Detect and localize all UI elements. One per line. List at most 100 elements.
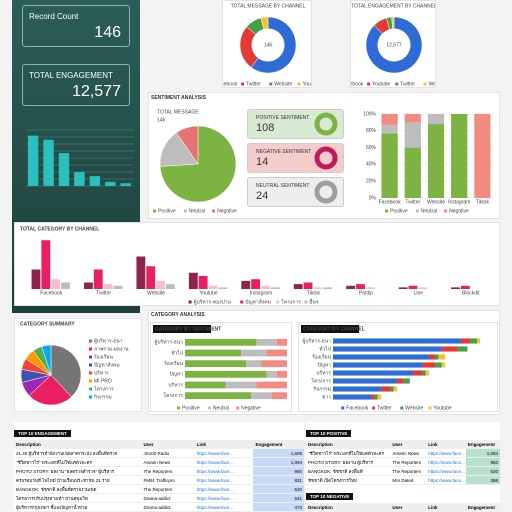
legend-swatch bbox=[304, 300, 308, 304]
chart: TOTAL MESSAGE 146 Positive Neutral Negative bbox=[153, 109, 237, 214]
bar bbox=[313, 287, 323, 289]
bar-segment bbox=[403, 378, 410, 384]
legend-swatch bbox=[183, 209, 187, 213]
chart-title: CATEGORY BY CHANNEL bbox=[303, 326, 365, 332]
chart-title: TOTAL ENGAGEMENT BY CHANNEL bbox=[351, 3, 436, 9]
table-cell: Amarin News bbox=[141, 457, 195, 467]
x-tick-label: ไทยธรรม bbox=[112, 187, 129, 204]
bar-segment bbox=[381, 124, 398, 134]
card-ring bbox=[314, 112, 338, 136]
legend-swatch bbox=[415, 209, 419, 213]
bar bbox=[346, 285, 356, 289]
bar-segment bbox=[404, 147, 421, 198]
table-row: "ชีวิตชาวไร่" พระเอกที่ไม่ใช่แค่ตัวละคร A… bbox=[14, 457, 304, 467]
bar-segment bbox=[271, 392, 287, 400]
section-title: CATEGORY ANALYSIS bbox=[151, 312, 205, 318]
table-cell: https://www.face... bbox=[426, 466, 466, 476]
bar-segment bbox=[425, 370, 429, 376]
card-ring bbox=[314, 180, 338, 204]
table-cell: "ชีวิตชาวไร่" พระเอกที่ไม่ใช่แค่ตัวละคร bbox=[14, 457, 142, 467]
bar-segment bbox=[185, 360, 247, 368]
bar bbox=[261, 285, 270, 289]
table-cell: https://www.face... bbox=[194, 457, 254, 467]
pie-slice bbox=[365, 16, 423, 74]
table-cell: https://www.face... bbox=[194, 502, 254, 512]
bar-segment bbox=[261, 360, 287, 368]
legend-swatch bbox=[385, 209, 389, 213]
bar bbox=[398, 287, 408, 289]
y-tick-label: 60% bbox=[366, 145, 377, 151]
legend-swatch bbox=[444, 209, 448, 213]
legend-swatch bbox=[212, 209, 216, 213]
y-tick-label: 40 bbox=[18, 155, 24, 161]
chart-title: TOTAL MESSAGE BY CHANNEL bbox=[231, 3, 306, 9]
table-cell: Drama-addict bbox=[141, 493, 195, 503]
x-tick-label: Instagram bbox=[250, 290, 272, 296]
legend-swatch bbox=[89, 355, 92, 359]
table-cell: JS100 Radio bbox=[141, 448, 195, 458]
chart: TOTAL ENGAGEMENT BY CHANNEL 12,577 Faceboo… bbox=[350, 0, 436, 88]
bar-segment bbox=[333, 346, 442, 352]
table-title: TOP 10 POSITIVE bbox=[306, 430, 352, 437]
header-cell: User bbox=[390, 503, 427, 512]
bar-segment bbox=[457, 346, 468, 352]
table-cell: ครบรอบวันที่ ไฟไหม้ บ้านเรือนประชาชน 21 … bbox=[14, 475, 142, 485]
y-tick-label: 60 bbox=[18, 141, 24, 147]
table-cell: https://www.face... bbox=[426, 448, 466, 458]
table-cell: 1,094 bbox=[253, 457, 304, 467]
bar bbox=[41, 240, 51, 289]
y-tick-label: 100% bbox=[363, 111, 376, 117]
bar bbox=[31, 269, 41, 289]
bar bbox=[208, 285, 218, 289]
legend-label: อื่นๆ bbox=[309, 298, 318, 305]
x-tick-label: Facebook bbox=[379, 199, 401, 205]
bar-segment bbox=[256, 381, 287, 389]
legend-swatch bbox=[153, 209, 157, 213]
y-tick-label: 70 bbox=[18, 134, 24, 140]
table-cell: 541 bbox=[253, 493, 304, 503]
y-tick-label: 80% bbox=[366, 128, 377, 134]
chart: CATEGORY BY SENTIMENT ผู้บริหาร-ธนาทั่วไป… bbox=[150, 322, 292, 412]
table-row: โครงการปรับปรุงทางเท้า ย่านสุขุมวิท Drama… bbox=[14, 493, 304, 503]
legend-swatch bbox=[89, 339, 92, 343]
y-tick-label: 50 bbox=[18, 148, 24, 154]
legend-label: Negative bbox=[449, 208, 469, 214]
legend-label: Facebook bbox=[350, 81, 364, 87]
y-tick-label: 40% bbox=[366, 162, 377, 168]
bar-segment bbox=[474, 114, 491, 198]
header-row: Description User Link Engagement bbox=[306, 440, 500, 449]
kpi-label: TOTAL ENGAGEMENT bbox=[29, 71, 113, 80]
sentiment-label: NEUTRAL SENTIMENT bbox=[256, 183, 310, 189]
bar-segment bbox=[333, 338, 461, 344]
chart: CATEGORY BY CHANNEL ผู้บริหาร-ธนาทั่วไปร้… bbox=[298, 322, 498, 412]
center-value: 12,577 bbox=[386, 42, 402, 48]
bar-segment bbox=[477, 338, 481, 344]
legend-label: Website bbox=[429, 81, 437, 87]
y-tick-label: 20% bbox=[366, 179, 377, 185]
bar-segment bbox=[397, 378, 404, 384]
bar-segment bbox=[435, 354, 439, 360]
bar bbox=[218, 287, 228, 289]
bar-segment bbox=[461, 338, 471, 344]
x-tick-label: Website bbox=[147, 290, 165, 296]
bar-segment bbox=[256, 338, 277, 346]
table-cell: https://www.face... bbox=[426, 457, 466, 467]
table-cell: 1,094 bbox=[465, 448, 500, 458]
header-cell: Description bbox=[306, 440, 391, 449]
sentiment-value: 14 bbox=[256, 156, 269, 168]
y-tick-label: ผู้บริหาร-ธนา bbox=[302, 337, 331, 344]
legend-swatch bbox=[367, 82, 371, 86]
header-row: Description User Link Engagement bbox=[306, 503, 500, 512]
table-row: ชัชชาติ เปิดโครงการใหม่ Mor Dated https://… bbox=[306, 475, 500, 485]
legend-label: Neutral bbox=[189, 208, 205, 214]
table-cell: BANGKOK: ชัชชาติ ลงพื้นที่ตรวจงานเขต bbox=[14, 484, 142, 494]
x-tick-label: Tiktok bbox=[307, 290, 321, 296]
sentiment-label: POSITIVE SENTIMENT bbox=[256, 115, 310, 121]
card-icon bbox=[314, 180, 338, 204]
bar-segment bbox=[381, 133, 398, 198]
y-tick-label: 80 bbox=[18, 127, 24, 133]
legend-label: โครงการ bbox=[94, 385, 114, 392]
table-cell: 473 bbox=[253, 502, 304, 512]
table-cell: 1,609 bbox=[253, 448, 304, 458]
table-cell: 620 bbox=[253, 484, 304, 494]
